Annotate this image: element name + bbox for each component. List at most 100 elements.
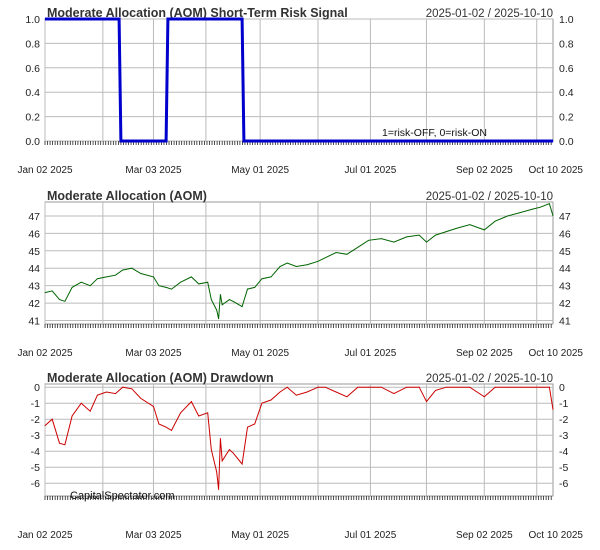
data-point bbox=[158, 423, 160, 425]
data-point bbox=[220, 294, 221, 295]
data-point bbox=[552, 409, 554, 410]
data-point bbox=[418, 386, 420, 388]
data-point bbox=[406, 236, 407, 238]
data-point bbox=[44, 292, 46, 293]
data-point bbox=[115, 393, 116, 394]
data-point bbox=[218, 318, 220, 320]
data-point bbox=[207, 281, 209, 283]
data-point bbox=[122, 269, 124, 271]
data-point bbox=[445, 231, 447, 233]
data-point bbox=[393, 393, 395, 394]
panel-title: Moderate Allocation (AOM) bbox=[47, 189, 207, 203]
series-line bbox=[44, 386, 554, 490]
x-tick-label: May 01 2025 bbox=[231, 348, 289, 359]
x-tick-label: Jan 02 2025 bbox=[17, 530, 72, 541]
x-tick-label: Jul 01 2025 bbox=[345, 348, 397, 359]
y-tick-label-left: 42 bbox=[28, 298, 40, 310]
y-tick-label-left: 0.2 bbox=[25, 112, 40, 124]
y-tick-label-left: 45 bbox=[28, 246, 40, 258]
series-line bbox=[44, 203, 554, 319]
x-tick-label: Mar 03 2025 bbox=[125, 530, 182, 541]
y-tick-label-right: 43 bbox=[559, 281, 571, 293]
data-point bbox=[51, 418, 53, 420]
plot-frame bbox=[44, 18, 554, 142]
data-point bbox=[346, 396, 348, 398]
series-line bbox=[45, 17, 553, 143]
data-point bbox=[380, 386, 382, 388]
panel-title: Moderate Allocation (AOM) Short-Term Ris… bbox=[47, 6, 348, 20]
data-point bbox=[483, 229, 485, 231]
data-point bbox=[368, 239, 369, 241]
x-tick-label: Mar 03 2025 bbox=[125, 348, 182, 359]
data-point bbox=[118, 18, 120, 20]
data-point bbox=[165, 140, 167, 142]
data-point bbox=[324, 386, 326, 388]
y-tick-label-left: -3 bbox=[31, 430, 40, 442]
data-point bbox=[71, 415, 73, 417]
y-tick-label-left: 47 bbox=[28, 211, 40, 223]
data-point bbox=[216, 309, 218, 311]
data-point bbox=[306, 264, 308, 266]
data-point bbox=[393, 241, 395, 243]
data-point bbox=[418, 234, 420, 236]
y-tick-label-right: -4 bbox=[559, 446, 568, 458]
y-tick-label-right: 1.0 bbox=[559, 14, 574, 26]
y-tick-label-right: 0.2 bbox=[559, 112, 574, 124]
data-point bbox=[435, 234, 436, 236]
data-point bbox=[171, 430, 172, 431]
data-point bbox=[368, 386, 369, 388]
data-point bbox=[532, 386, 534, 388]
x-tick-label: Mar 03 2025 bbox=[125, 165, 182, 176]
y-tick-label-right: -3 bbox=[559, 430, 568, 442]
data-point bbox=[426, 401, 427, 402]
data-point bbox=[89, 410, 91, 412]
data-point bbox=[241, 18, 243, 20]
y-tick-label-right: 0.0 bbox=[559, 136, 574, 148]
x-tick-label: May 01 2025 bbox=[231, 165, 289, 176]
data-point bbox=[232, 452, 234, 454]
y-tick-label-left: 46 bbox=[28, 228, 40, 240]
data-point bbox=[64, 444, 66, 446]
data-point bbox=[210, 449, 212, 450]
data-point bbox=[346, 253, 348, 255]
data-point bbox=[210, 299, 212, 300]
x-tick-label: Oct 10 2025 bbox=[529, 348, 584, 359]
x-tick-label: Sep 02 2025 bbox=[456, 165, 513, 176]
y-tick-label-left: 0.8 bbox=[25, 38, 40, 50]
y-tick-label-right: 46 bbox=[559, 228, 571, 240]
data-point bbox=[120, 140, 122, 142]
data-point bbox=[232, 300, 234, 302]
data-point bbox=[97, 278, 98, 280]
data-point bbox=[153, 406, 154, 407]
data-point bbox=[456, 386, 458, 388]
data-point bbox=[44, 18, 46, 20]
y-tick-label-right: -5 bbox=[559, 462, 568, 474]
data-point bbox=[158, 285, 160, 287]
data-point bbox=[324, 257, 326, 259]
plot-frame bbox=[44, 201, 554, 325]
y-tick-label-left: -5 bbox=[31, 462, 40, 474]
data-point bbox=[286, 386, 288, 388]
data-point bbox=[507, 386, 509, 388]
data-point bbox=[247, 288, 248, 290]
x-tick-label: Jul 01 2025 bbox=[345, 165, 397, 176]
data-point bbox=[71, 287, 73, 288]
data-point bbox=[115, 274, 116, 276]
y-tick-label-right: 0 bbox=[559, 382, 565, 394]
data-point bbox=[445, 386, 447, 388]
data-point bbox=[456, 227, 458, 229]
data-point bbox=[335, 391, 337, 393]
data-point bbox=[131, 267, 133, 269]
data-point bbox=[317, 386, 319, 388]
data-point bbox=[89, 285, 91, 287]
data-point bbox=[306, 391, 308, 393]
data-point bbox=[191, 401, 192, 402]
x-tick-label: Jan 02 2025 bbox=[17, 165, 72, 176]
data-point bbox=[357, 386, 359, 388]
x-tick-label: Sep 02 2025 bbox=[456, 530, 513, 541]
panel-title: Moderate Allocation (AOM) Drawdown bbox=[47, 371, 274, 385]
data-point bbox=[380, 238, 382, 240]
data-point bbox=[106, 276, 107, 278]
data-point bbox=[140, 398, 142, 399]
y-tick-label-left: -1 bbox=[31, 398, 40, 410]
